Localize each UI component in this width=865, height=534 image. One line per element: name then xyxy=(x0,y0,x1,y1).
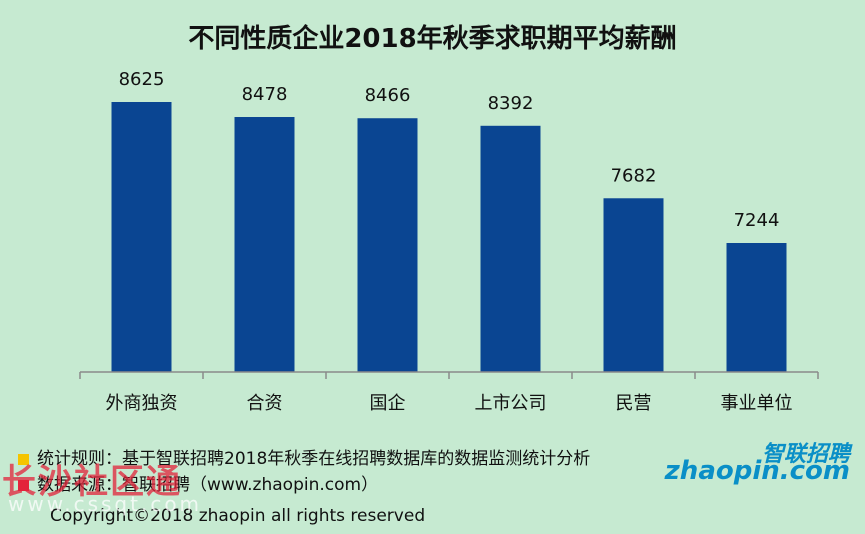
bar-value-label: 8466 xyxy=(365,85,411,106)
logo-chinese-text: 智联招聘 xyxy=(761,442,850,467)
bar-value-label: 8625 xyxy=(119,69,165,90)
category-label: 国企 xyxy=(370,393,406,414)
watermark: 长沙社区通 www.cssqt.com xyxy=(0,448,220,528)
bar-value-label: 7682 xyxy=(611,165,657,186)
category-label: 民营 xyxy=(616,393,652,414)
data-source-text: 数据来源：智联招聘（www.zhaopin.com） xyxy=(37,475,379,495)
bar-chart: 8625 8478 8466 8392 7682 7244 外商独资 合资 国企 上市公司 民营 事… xyxy=(79,69,819,414)
bar-value-label: 8478 xyxy=(242,84,288,105)
category-label: 外商独资 xyxy=(106,393,178,414)
logo-english-text: zhaopin.com xyxy=(664,456,850,486)
red-bullet-icon xyxy=(18,479,29,491)
bar-value-label: 7244 xyxy=(734,210,780,231)
copyright-text: Copyright©2018 zhaopin all rights reserv… xyxy=(50,506,426,526)
bar-6 xyxy=(726,243,787,372)
chart-title: 不同性质企业2018年秋季求职期平均薪酬 xyxy=(188,24,677,54)
statistics-rule-text: 统计规则：基于智联招聘2018年秋季在线招聘数据库的数据监测统计分析 xyxy=(37,449,591,469)
bar-value-label: 8392 xyxy=(488,93,534,114)
statistics-rule-note: 统计规则：基于智联招聘2018年秋季在线招聘数据库的数据监测统计分析 xyxy=(18,444,590,469)
category-label: 事业单位 xyxy=(721,393,793,414)
zhaopin-logo: 智联招聘 zhaopin.com xyxy=(665,436,850,486)
bar-4 xyxy=(480,125,541,373)
yellow-bullet-icon xyxy=(18,453,29,465)
bar-1 xyxy=(111,102,172,372)
category-label: 合资 xyxy=(247,393,283,414)
watermark-text: 长沙社区通 xyxy=(2,462,182,502)
bar-2 xyxy=(234,117,295,372)
bar-3 xyxy=(357,118,418,372)
watermark-url: www.cssqt.com xyxy=(8,492,203,516)
category-label: 上市公司 xyxy=(475,393,547,414)
data-source-note: 数据来源：智联招聘（www.zhaopin.com） xyxy=(18,470,378,495)
bar-5 xyxy=(603,198,664,372)
